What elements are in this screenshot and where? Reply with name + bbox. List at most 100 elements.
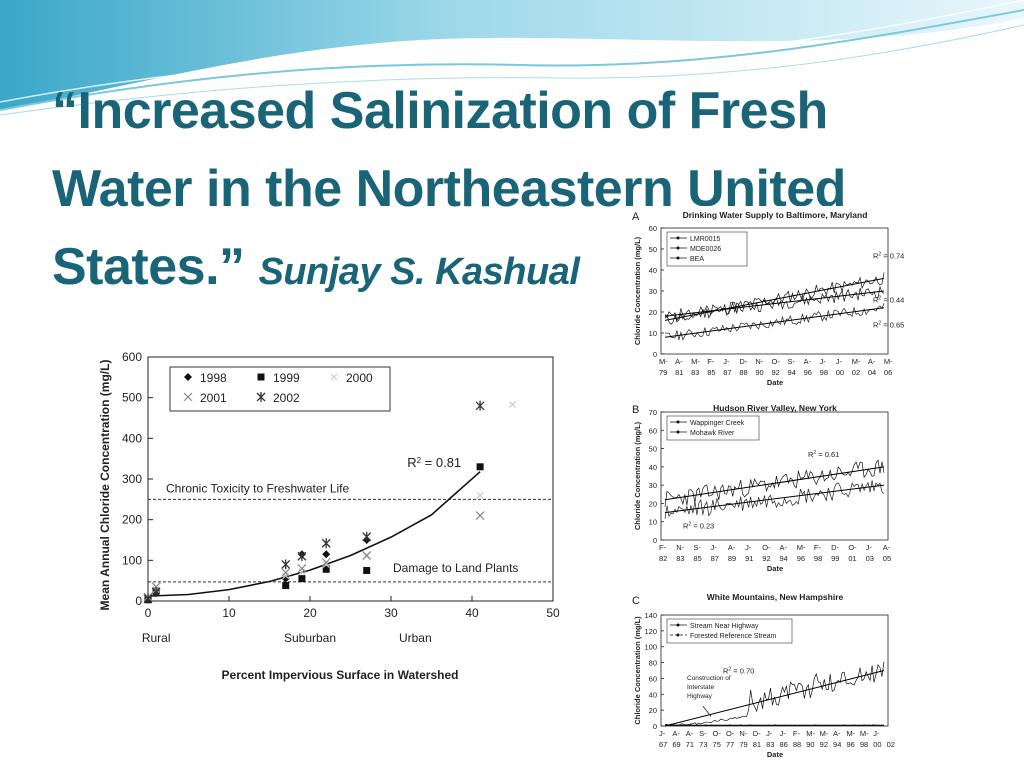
legend-label: Stream Near Highway <box>690 623 759 630</box>
x-tick-label-top: J- <box>659 729 666 738</box>
x-tick-label-bottom: 99 <box>831 554 839 563</box>
data-point-2001 <box>281 568 291 577</box>
x-tick-label-top: A- <box>672 729 680 738</box>
x-tick-label-top: F- <box>814 543 822 552</box>
trend-line <box>664 290 885 317</box>
trend-line <box>664 277 885 321</box>
r-squared-label: R2 = 0.74 <box>873 251 904 260</box>
threshold-label: Damage to Land Plants <box>393 561 518 575</box>
series-line-Mohawk-River <box>664 480 885 519</box>
y-tick-label: 30 <box>649 287 657 296</box>
data-point-2000 <box>509 401 516 409</box>
data-point-2001 <box>321 557 331 567</box>
x-tick-label-top: S- <box>699 729 707 738</box>
series-line-Stream-Near-Highway <box>664 661 885 726</box>
x-tick-label-top: J- <box>873 729 880 738</box>
data-point-2001 <box>475 511 485 521</box>
x-tick-label-bottom: 75 <box>713 740 721 749</box>
r-squared-label: R2 = 0.61 <box>808 450 839 459</box>
data-point-2002 <box>297 551 307 562</box>
x-tick-label-top: M- <box>806 729 815 738</box>
x-tick-label-bottom: 98 <box>814 554 822 563</box>
panel-c-chart: C White Mountains, New Hampshire020406080… <box>628 590 918 768</box>
x-tick-label-top: S- <box>693 543 701 552</box>
x-tick-label: 0 <box>145 606 152 620</box>
annotation-text: Interstate <box>687 684 714 691</box>
legend-label: Mohawk River <box>690 430 735 437</box>
data-point-2002 <box>321 538 331 549</box>
x-tick-label-top: J- <box>820 357 827 366</box>
r-squared-label: R2 = 0.70 <box>723 667 754 676</box>
x-tick-label-top: F- <box>793 729 801 738</box>
panel-legend-box <box>666 415 760 441</box>
legend-marker <box>676 430 680 434</box>
legend-label: BEA <box>690 256 704 263</box>
data-point-2002 <box>143 593 153 604</box>
r-squared-label: R2 = 0.23 <box>683 521 714 530</box>
category-label: Urban <box>399 631 432 645</box>
x-tick-label-top: S- <box>788 357 796 366</box>
annotation-arrow <box>702 705 712 717</box>
main-chart-legend: 1998 1999 2000 2001 2002 <box>169 366 391 412</box>
legend-marker-2000 <box>330 373 338 381</box>
panel-letter: A <box>632 211 640 223</box>
x-tick-label-bottom: 67 <box>659 740 667 749</box>
x-tick-label-bottom: 98 <box>820 368 828 377</box>
main-chart-plot: Chronic Toxicity to Freshwater Life Damag… <box>143 366 553 604</box>
y-tick-label: 20 <box>649 499 657 508</box>
legend-box <box>169 366 391 412</box>
y-tick-label: 300 <box>122 472 142 486</box>
x-tick-label-top: A- <box>883 543 891 552</box>
trend-line <box>664 670 885 727</box>
x-tick-label-top: M- <box>797 543 806 552</box>
panel-a-chart: A Drinking Water Supply to Baltimore, Mar… <box>628 206 918 396</box>
legend-label: Forested Reference Stream <box>690 633 777 640</box>
category-label: Suburban <box>284 631 336 645</box>
legend-label: 2001 <box>200 391 227 405</box>
x-tick-label-top: A- <box>675 357 683 366</box>
y-tick-label: 200 <box>122 513 142 527</box>
legend-label: 1999 <box>273 371 300 385</box>
y-tick-label: 40 <box>649 266 657 275</box>
panel-b-chart: B Hudson River Valley, New York0102030405… <box>628 400 918 585</box>
x-tick-label-bottom: 81 <box>675 368 683 377</box>
main-scatter-chart: 0 100 200 300 400 500 600 0 10 20 30 40 50 Rural Subur… <box>95 345 570 690</box>
x-tick-label-bottom: 77 <box>726 740 734 749</box>
x-tick-label-top: M- <box>846 729 855 738</box>
x-tick-label-bottom: 83 <box>676 554 684 563</box>
title-line-3: States.” Sunjay S. Kashual <box>52 228 1012 311</box>
y-tick-label: 40 <box>649 463 657 472</box>
y-tick-label: 50 <box>649 445 657 454</box>
x-tick-label-bottom: 90 <box>755 368 763 377</box>
x-tick-label-top: J- <box>836 357 843 366</box>
y-tick-label: 500 <box>122 391 142 405</box>
data-point-1999 <box>298 575 306 583</box>
y-tick-label: 40 <box>649 690 657 699</box>
data-point-2002 <box>362 531 372 542</box>
x-tick-label-top: D- <box>739 357 747 366</box>
x-tick-label-bottom: 00 <box>873 740 881 749</box>
annotation-text: Highway <box>687 693 713 700</box>
panel-frame <box>660 614 889 727</box>
y-tick-label: 0 <box>653 350 657 359</box>
x-tick-label-bottom: 98 <box>860 740 868 749</box>
fit-curve <box>147 471 481 597</box>
trend-line <box>664 484 885 514</box>
y-tick-label: 30 <box>649 481 657 490</box>
data-point-2001 <box>362 551 372 560</box>
r-squared-label: R2 = 0.44 <box>873 295 904 304</box>
x-tick-label-bottom: 82 <box>659 554 667 563</box>
legend-label: 2000 <box>346 371 373 385</box>
data-point-1998 <box>281 574 290 583</box>
x-tick-label-bottom: 94 <box>780 554 788 563</box>
x-tick-label-bottom: 94 <box>833 740 841 749</box>
x-tick-label-top: N- <box>676 543 684 552</box>
x-tick-label-top: J- <box>723 357 730 366</box>
r-squared-label: R2 = 0.81 <box>407 455 461 470</box>
title-line-3-text: States.” <box>52 238 245 296</box>
panel-x-axis-label: Date <box>767 378 783 387</box>
y-tick-label: 120 <box>644 627 657 636</box>
x-tick-label-top: F- <box>659 543 667 552</box>
x-tick-label-top: J- <box>745 543 752 552</box>
slide-title: “Increased Salinization of Fresh Water i… <box>52 72 1012 311</box>
